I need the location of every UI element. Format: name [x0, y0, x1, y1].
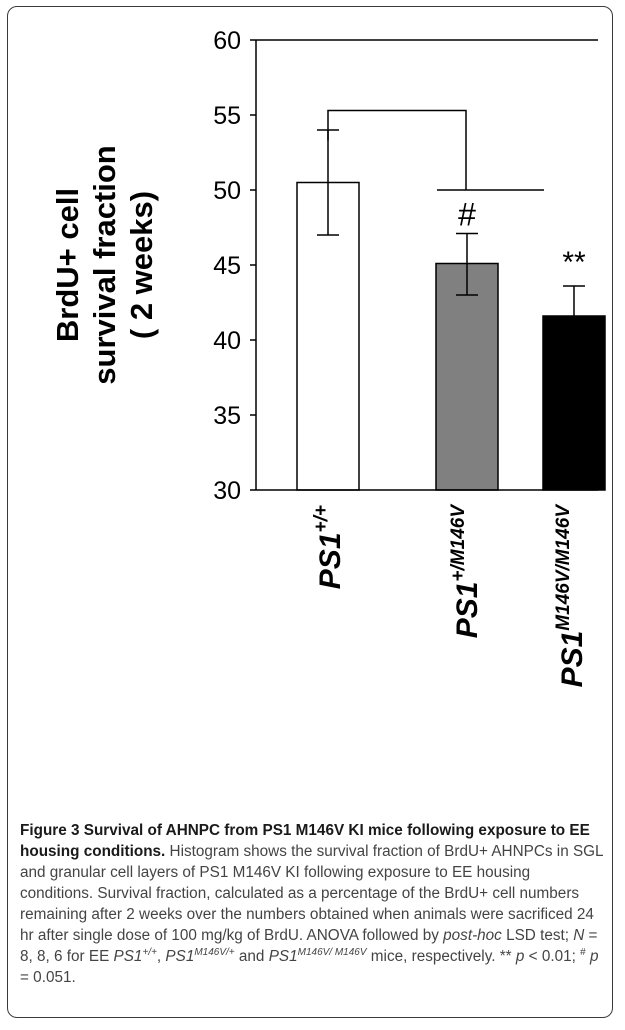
x-tick-label: PS1M146V/M146V [553, 504, 589, 688]
caption-title: Figure 3 Survival of AHNPC from PS1 M146… [20, 822, 590, 860]
significance-hash: # [458, 197, 476, 233]
y-tick-label: 45 [213, 252, 241, 280]
x-tick-label-base: PS1 [451, 582, 484, 639]
x-tick-label: PS1+/M146V [448, 504, 484, 639]
bracket-line [327, 109, 467, 190]
bar-chart: BrdU+ cell survival fraction( 2 weeks) 30… [50, 27, 606, 688]
y-tick-label: 30 [213, 477, 241, 505]
x-tick-label: PS1+/+ [311, 505, 347, 589]
x-tick-label-superscript: +/+ [311, 505, 332, 532]
y-axis-label: BrdU+ cell survival fraction( 2 weeks) [50, 145, 159, 384]
y-tick-label: 50 [213, 177, 241, 205]
bar [435, 262, 499, 491]
y-axis-label-line: survival fraction [87, 145, 122, 384]
x-tick-label-base: PS1 [314, 532, 347, 589]
y-tick-label: 40 [213, 327, 241, 355]
significance-stars: ** [562, 246, 586, 279]
y-axis-label-line: ( 2 weeks) [124, 191, 159, 339]
significance-brackets [327, 109, 544, 191]
y-tick-label: 35 [213, 402, 241, 430]
figure-frame [7, 6, 613, 1018]
y-tick-label: 60 [213, 27, 241, 55]
y-tick-label: 55 [213, 102, 241, 130]
x-tick-label-superscript: M146V/M146V [553, 504, 574, 631]
y-axis-label-line: BrdU+ cell [50, 188, 85, 342]
x-tick-label-superscript: +/M146V [448, 504, 469, 582]
figure-caption: Figure 3 Survival of AHNPC from PS1 M146… [20, 822, 603, 986]
x-tick-label-base: PS1 [556, 631, 589, 688]
